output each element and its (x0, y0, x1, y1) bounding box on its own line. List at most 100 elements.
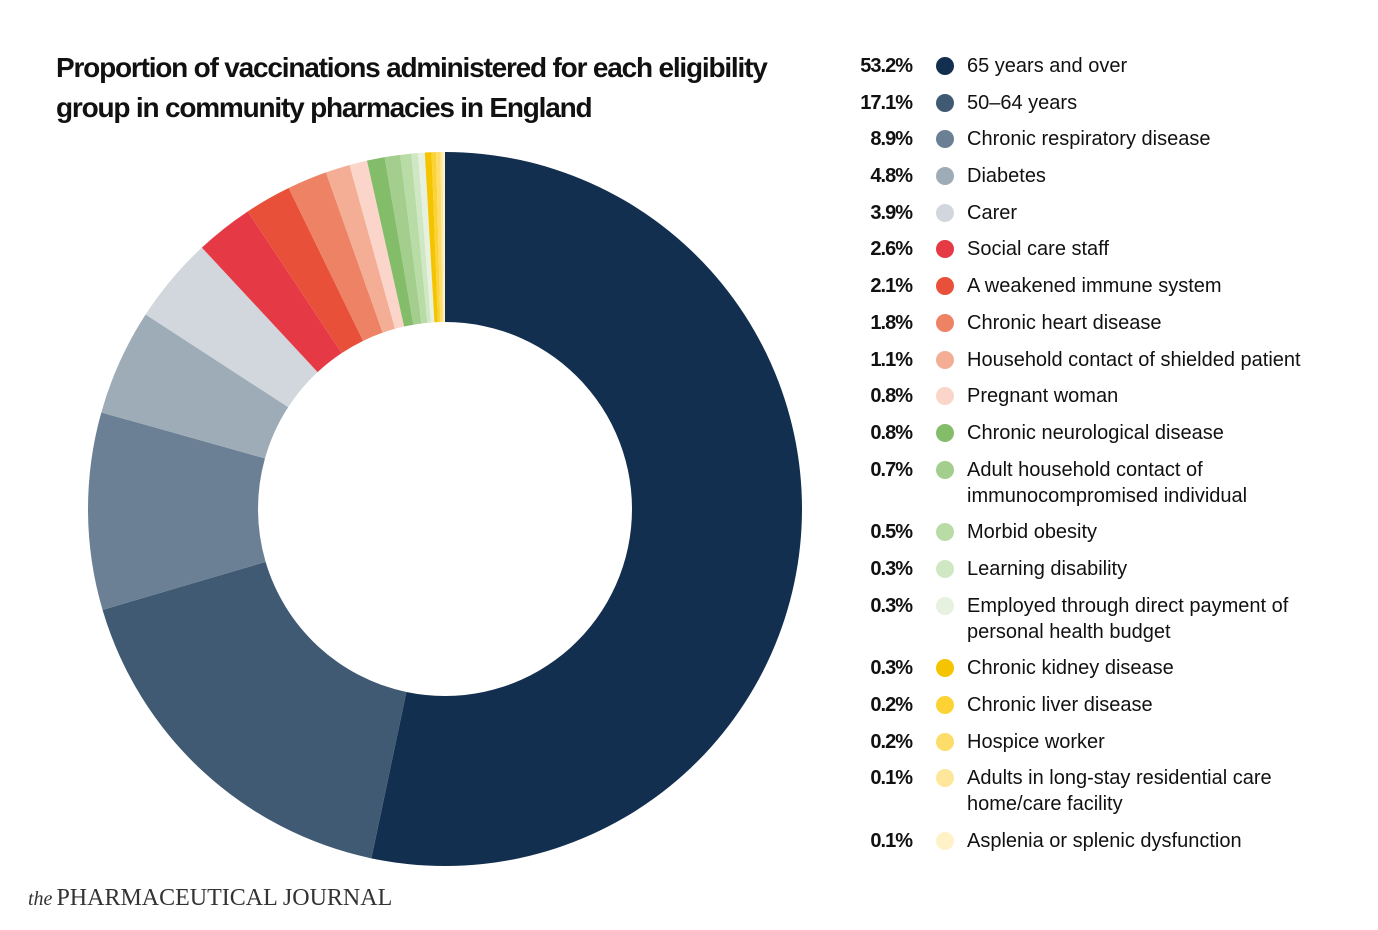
value-label: 0.3% (870, 557, 913, 580)
value-label: 0.1% (870, 767, 913, 790)
legend-item: 3.9% Carer (830, 200, 1370, 226)
value-label: 0.7% (870, 458, 913, 481)
legend-item: 0.8% Pregnant woman (830, 383, 1370, 409)
value-label: 2.6% (870, 238, 913, 261)
brand-name: PHARMACEUTICAL JOURNAL (56, 885, 393, 911)
value-label: 0.2% (870, 694, 913, 716)
slice (440, 152, 444, 323)
value-label: 0.3% (870, 657, 913, 680)
legend-label: 50–64 years (967, 91, 1078, 114)
legend-item: 8.9% Chronic respiratory disease (830, 126, 1370, 152)
legend-label: Employed through direct payment of perso… (967, 594, 1289, 643)
legend-swatch (936, 596, 954, 615)
legend-swatch (936, 277, 954, 296)
slice (436, 152, 443, 323)
legend-swatch (936, 696, 954, 714)
value-label: 1.8% (870, 311, 913, 334)
legend-swatch (936, 167, 954, 186)
legend-swatch (936, 732, 954, 751)
chart-title: Proportion of vaccinations administered … (56, 52, 768, 123)
value-label: 2.1% (870, 275, 913, 298)
value-label: 53.2% (860, 55, 913, 77)
legend-item: 0.2% Chronic liver disease (830, 692, 1370, 718)
legend-item: 0.3% Chronic kidney disease (830, 655, 1370, 681)
legend-item: 0.1% Adults in long-stay residential care… (830, 765, 1370, 817)
legend-swatch (936, 559, 954, 578)
legend-item: 0.2% Hospice worker (830, 729, 1370, 755)
legend-swatch (936, 130, 954, 149)
value-label: 3.9% (870, 201, 913, 224)
slice (325, 165, 395, 333)
legend-label: Adults in long-stay residential care hom… (967, 767, 1272, 816)
legend-swatch (936, 93, 954, 112)
legend-item: 0.5% Morbid obesity (830, 519, 1370, 545)
legend-label: Social care staff (967, 238, 1109, 261)
legend-label: Hospice worker (967, 730, 1105, 753)
legend-label: Carer (967, 201, 1018, 224)
legend-swatch (936, 769, 954, 788)
slice (431, 152, 441, 323)
legend-swatch (936, 203, 954, 222)
legend-label: A weakened immune system (967, 275, 1222, 298)
legend-swatch (936, 832, 954, 851)
legend-swatch (936, 240, 954, 259)
legend-label: Household contact of shielded patient (967, 348, 1301, 371)
legend-label: Pregnant woman (967, 385, 1119, 408)
slice (145, 247, 318, 408)
value-label: 8.9% (870, 128, 913, 151)
legend-item: 0.8% Chronic neurological disease (830, 420, 1370, 446)
legend-item: 4.8% Diabetes (830, 163, 1370, 189)
slice (101, 314, 289, 459)
brand: the PHARMACEUTICAL JOURNAL (28, 885, 392, 912)
value-label: 4.8% (870, 165, 913, 188)
legend-item: 0.3% Employed through direct payment of p… (830, 593, 1370, 645)
slice (442, 152, 445, 323)
slice (288, 172, 383, 341)
legend-swatch (936, 350, 954, 369)
legend-label: Adult household contact of immunocomprom… (967, 458, 1248, 507)
legend-swatch (936, 523, 954, 542)
chart (88, 152, 802, 866)
legend-item: 2.1% A weakened immune system (830, 273, 1370, 299)
slice (349, 160, 405, 329)
legend-item: 2.6% Social care staff (830, 236, 1370, 262)
slice (371, 152, 802, 866)
legend-swatch (936, 57, 954, 75)
legend-label: Chronic respiratory disease (967, 128, 1211, 151)
value-label: 1.1% (870, 348, 913, 371)
slice (384, 154, 422, 325)
slice (400, 153, 428, 324)
value-label: 17.1% (860, 91, 913, 114)
legend-label: 65 years and over (967, 55, 1128, 77)
legend-item: 0.1% Asplenia or splenic dysfunction (830, 828, 1370, 854)
legend-item: 17.1% 50–64 years (830, 90, 1370, 116)
value-label: 0.5% (870, 521, 913, 544)
slice (411, 153, 431, 323)
value-label: 0.2% (870, 730, 913, 753)
legend-label: Morbid obesity (967, 521, 1098, 544)
legend-swatch (936, 659, 954, 678)
slice (418, 152, 435, 323)
legend-swatch (936, 387, 954, 406)
value-label: 0.8% (870, 385, 913, 408)
legend-label: Chronic neurological disease (967, 421, 1224, 444)
legend-item: 0.7% Adult household contact of immunocom… (830, 457, 1370, 509)
slice (102, 561, 407, 859)
legend-swatch (936, 423, 954, 442)
slice (201, 211, 342, 373)
value-label: 0.3% (870, 594, 913, 617)
legend-item: 53.2% 65 years and over (830, 53, 1370, 79)
value-label: 0.1% (870, 830, 913, 853)
legend-swatch (936, 313, 954, 332)
legend-label: Chronic kidney disease (967, 657, 1174, 680)
legend-label: Chronic liver disease (967, 694, 1153, 716)
legend-item: 1.8% Chronic heart disease (830, 310, 1370, 336)
slice (424, 152, 438, 323)
legend: 53.2% 65 years and over 17.1% 50–64 years 8.… (830, 53, 1370, 865)
slice (88, 412, 266, 610)
slice (247, 188, 364, 354)
brand-prefix: the (28, 888, 53, 910)
legend-item: 0.3% Learning disability (830, 556, 1370, 582)
legend-label: Learning disability (967, 557, 1128, 580)
